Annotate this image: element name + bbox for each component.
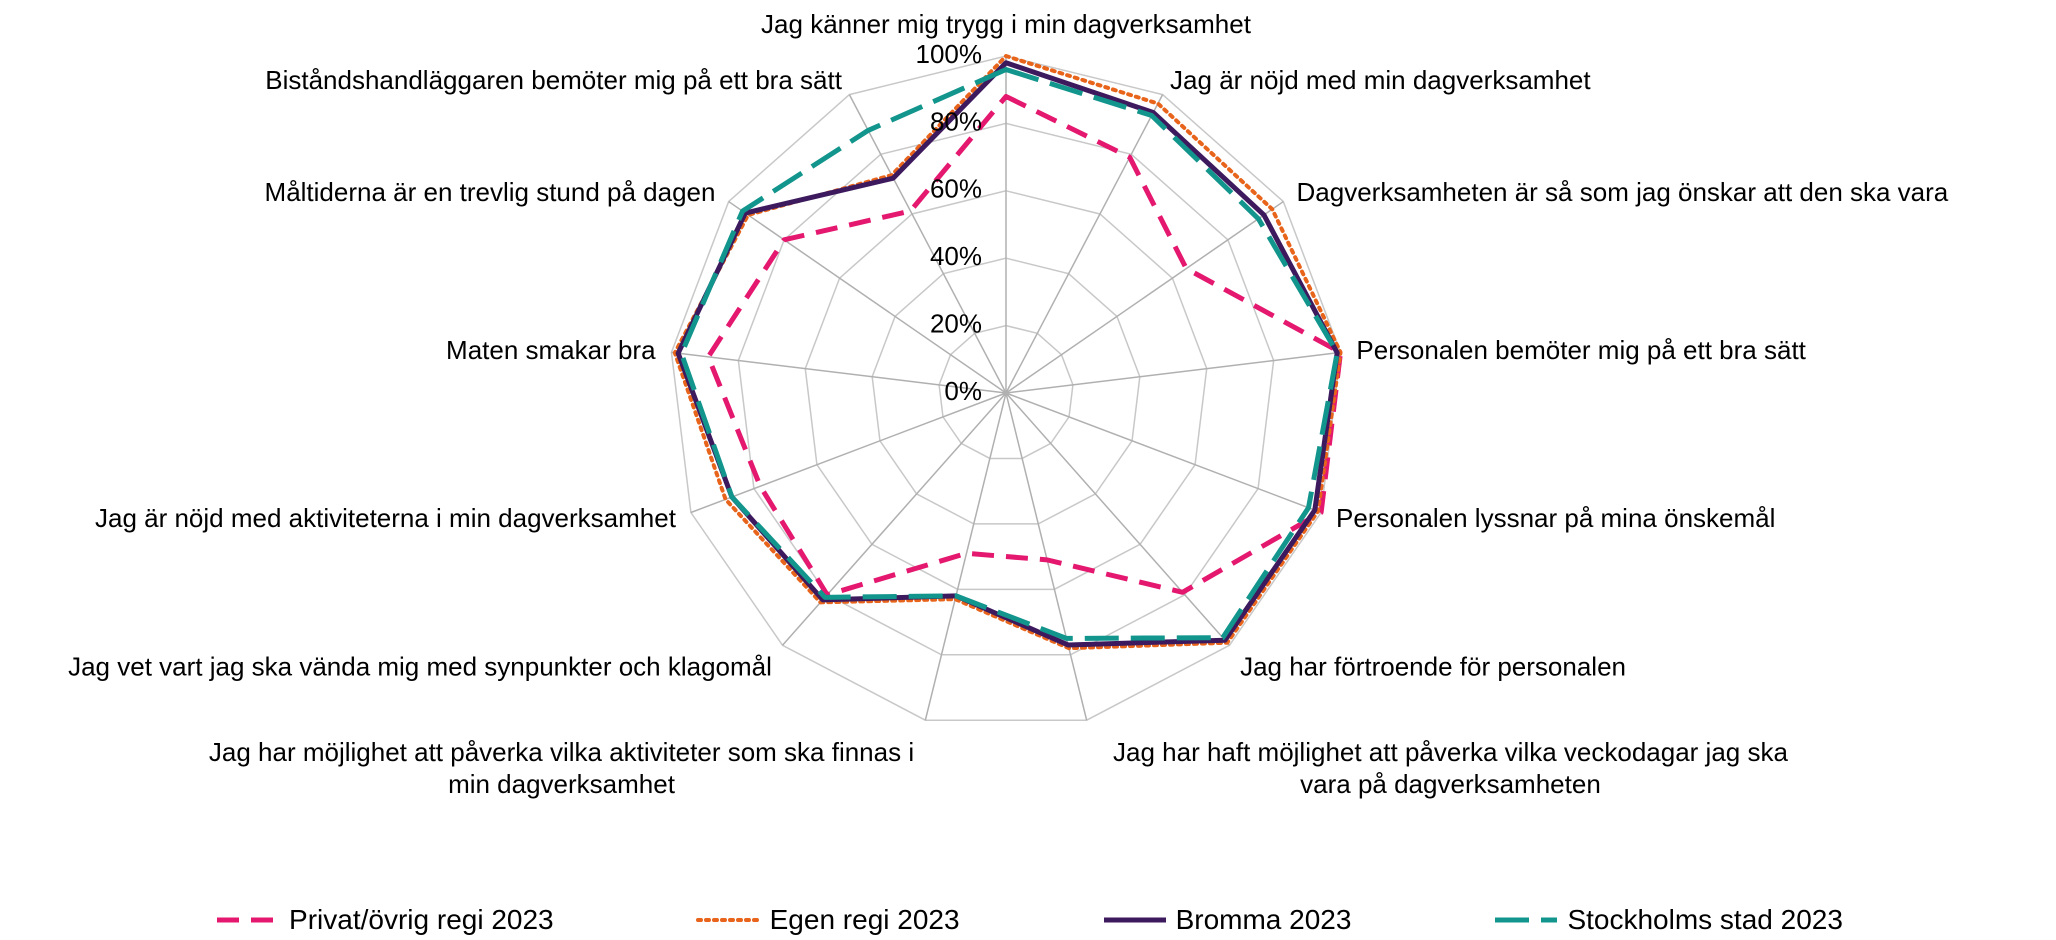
category-label: Jag vet vart jag ska vända mig med synpu… — [68, 651, 772, 682]
grid-ring — [804, 190, 1208, 591]
category-label: Måltiderna är en trevlig stund på dagen — [264, 177, 716, 208]
legend-swatch — [695, 918, 762, 922]
spoke — [1005, 94, 1164, 394]
spoke — [690, 392, 1007, 514]
spoke — [1005, 392, 1322, 514]
series-line — [705, 93, 1344, 598]
category-label: Jag har möjlighet att påverka vilka akti… — [208, 736, 915, 799]
category-label: Jag känner mig trygg i min dagverksamhet — [761, 9, 1251, 39]
radar-plot: 0% 20% 40% 60% 80% 100% — [670, 39, 1344, 721]
legend-label: Egen regi 2023 — [769, 904, 960, 935]
legend-item: Egen regi 2023 — [694, 902, 960, 938]
spoke — [728, 200, 1007, 394]
spoke — [1005, 392, 1088, 721]
legend-label: Privat/övrig regi 2023 — [289, 904, 554, 935]
grid-ring — [737, 122, 1275, 656]
spoke — [924, 392, 1007, 721]
category-label: Jag är nöjd med aktiviteterna i min dagv… — [94, 503, 676, 534]
grid-ring — [871, 257, 1141, 525]
category-label: Jag är nöjd med min dagverksamhet — [1170, 65, 1591, 96]
tick-label: 80% — [930, 106, 982, 136]
series-line — [678, 66, 1340, 641]
grid-ring — [938, 324, 1074, 460]
grid-ring — [670, 55, 1342, 721]
category-label: Biståndshandläggaren bemöter mig på ett … — [265, 65, 842, 96]
tick-label: 20% — [930, 308, 982, 338]
tick-label: 0% — [944, 376, 982, 406]
category-label: Jag har haft möjlighet att påverka vilka… — [1113, 736, 1788, 799]
spoke — [1005, 392, 1231, 646]
legend-item: Privat/övrig regi 2023 — [213, 902, 554, 938]
category-label: Dagverksamheten är så som jag önskar att… — [1296, 177, 1949, 208]
legend-item: Bromma 2023 — [1100, 902, 1352, 938]
legend-swatch — [1495, 917, 1558, 923]
spoke — [671, 351, 1007, 394]
legend-label: Stockholms stad 2023 — [1567, 904, 1843, 935]
category-label: Personalen lyssnar på mina önskemål — [1336, 503, 1776, 534]
tick-label: 100% — [916, 39, 983, 69]
tick-label: 60% — [930, 174, 982, 204]
legend: Privat/övrig regi 2023 Egen regi 2023 Brom… — [0, 902, 2056, 938]
legend-swatch — [1103, 917, 1166, 923]
spoke — [1005, 200, 1284, 394]
legend-item: Stockholms stad 2023 — [1491, 902, 1843, 938]
spoke — [1005, 351, 1341, 394]
legend-label: Bromma 2023 — [1175, 904, 1352, 935]
spoke — [848, 94, 1007, 394]
category-label: Jag har förtroende för personalen — [1240, 651, 1626, 682]
tick-label: 40% — [930, 241, 982, 271]
category-label: Maten smakar bra — [446, 335, 656, 366]
legend-swatch — [217, 917, 280, 923]
category-label: Personalen bemöter mig på ett bra sätt — [1356, 335, 1806, 366]
